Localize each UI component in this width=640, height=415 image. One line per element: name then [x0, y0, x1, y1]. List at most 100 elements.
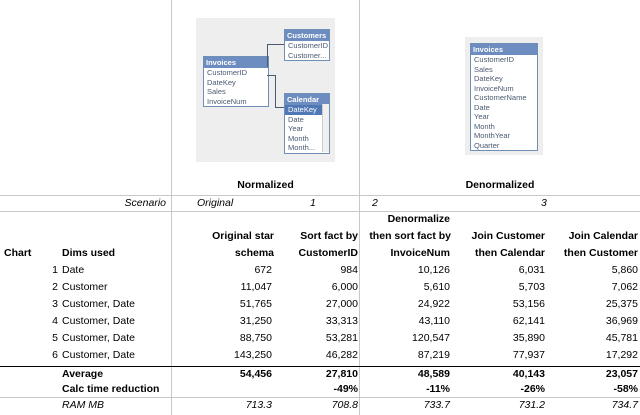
header-col3-line1: Denormalize	[387, 213, 450, 225]
table-cell: 36,969	[605, 315, 638, 327]
header-col5-line2: then Customer	[563, 247, 638, 259]
scenario-label: Scenario	[124, 197, 166, 209]
group-denormalized: Denormalized	[465, 179, 535, 191]
table-cell: 17,292	[605, 349, 638, 361]
table-field: Customer...	[288, 50, 327, 60]
table-cell: 143,250	[234, 349, 272, 361]
table-cell: 53,156	[512, 298, 545, 310]
table-cell: 87,219	[417, 349, 450, 361]
table-field: InvoiceNum	[207, 96, 247, 106]
table-cell: 120,547	[412, 332, 450, 344]
denormalized-invoices-table: Invoices CustomerID Sales DateKey Invoic…	[470, 43, 538, 151]
table-cell: 5,703	[518, 281, 545, 293]
ram-value: 713.3	[245, 399, 272, 411]
table-field: Year	[288, 124, 304, 133]
table-field: Quarter	[474, 140, 500, 150]
table-title: Customers	[285, 30, 329, 41]
chart-number: 1	[52, 264, 58, 276]
table-cell: 5,610	[423, 281, 450, 293]
scenario-1: 1	[310, 197, 316, 209]
table-field: Month	[288, 133, 309, 143]
chart-number: 5	[52, 332, 58, 344]
table-field: CustomerName	[474, 93, 527, 102]
ram-value: 708.8	[331, 399, 358, 411]
header-dims: Dims used	[62, 247, 116, 259]
table-cell: 51,765	[239, 298, 272, 310]
header-col5-line1: Join Calendar	[568, 230, 638, 242]
normalized-calendar-table: Calendar DateKey Date Year Month Month..…	[284, 93, 330, 154]
table-cell: 35,890	[512, 332, 545, 344]
header-col2-line1: Sort fact by	[300, 230, 358, 242]
average-value: 54,456	[239, 368, 272, 380]
table-cell: 25,375	[605, 298, 638, 310]
table-field: Date	[474, 102, 490, 112]
calc-value: -11%	[426, 383, 450, 395]
table-field: Month	[474, 121, 495, 131]
table-cell: 46,282	[325, 349, 358, 361]
dims-used: Customer, Date	[62, 298, 135, 310]
header-col4-line1: Join Customer	[471, 230, 545, 242]
table-title: Invoices	[204, 57, 268, 68]
table-field: CustomerID	[207, 68, 248, 77]
scenario-2: 2	[372, 197, 378, 209]
table-cell: 43,110	[418, 315, 450, 327]
calc-value: -26%	[520, 383, 545, 395]
table-cell: 33,313	[325, 315, 358, 327]
header-col3-line3: InvoiceNum	[390, 247, 450, 259]
table-cell: 6,031	[518, 264, 545, 276]
table-cell: 10,126	[417, 264, 450, 276]
scenario-original: Original	[197, 197, 234, 209]
scrollbar[interactable]	[322, 104, 329, 152]
table-cell: 6,000	[331, 281, 358, 293]
average-value: 40,143	[512, 368, 545, 380]
table-cell: 11,047	[240, 281, 272, 293]
header-col3-line2: then sort fact by	[369, 230, 451, 242]
header-col2-line2: CustomerID	[298, 247, 358, 259]
header-col1-line2: schema	[234, 247, 274, 259]
table-field-selected: DateKey	[285, 105, 329, 115]
group-normalized: Normalized	[237, 179, 294, 191]
table-field: MonthYear	[474, 131, 510, 140]
table-field: InvoiceNum	[474, 83, 514, 93]
ram-value: 731.2	[518, 399, 545, 411]
chart-number: 2	[52, 281, 58, 293]
normalized-customers-table: Customers CustomerID Customer...	[284, 29, 330, 61]
table-cell: 672	[254, 264, 272, 276]
table-field: Year	[474, 112, 490, 121]
scenario-3: 3	[541, 197, 547, 209]
table-cell: 24,922	[417, 298, 450, 310]
table-cell: 62,141	[512, 315, 545, 327]
ram-value: 733.7	[423, 399, 450, 411]
ram-label: RAM MB	[62, 399, 104, 411]
normalized-invoices-table: Invoices CustomerID DateKey Sales Invoic…	[203, 56, 269, 107]
table-field: CustomerID	[474, 55, 515, 64]
calc-value: -49%	[333, 383, 358, 395]
header-col4-line2: then Calendar	[474, 247, 545, 259]
dims-used: Customer, Date	[62, 332, 135, 344]
table-cell: 45,781	[605, 332, 638, 344]
chart-number: 4	[52, 315, 58, 327]
table-cell: 984	[340, 264, 358, 276]
header-chart: Chart	[4, 247, 32, 259]
table-title: Invoices	[471, 44, 537, 55]
average-label: Average	[62, 368, 104, 380]
table-field: Sales	[207, 87, 226, 96]
relationship-line	[267, 44, 276, 67]
relationship-line	[275, 107, 284, 108]
chart-number: 6	[52, 349, 58, 361]
table-cell: 77,937	[512, 349, 545, 361]
relationship-line	[267, 75, 276, 108]
ram-value: 734.7	[611, 399, 638, 411]
table-title: Calendar	[285, 94, 329, 105]
table-cell: 7,062	[611, 281, 638, 293]
dims-used: Customer, Date	[62, 349, 135, 361]
dims-used: Customer	[62, 281, 108, 293]
table-field: Month...	[288, 143, 316, 152]
average-value: 48,589	[417, 368, 450, 380]
calc-label: Calc time reduction	[62, 383, 160, 395]
calc-value: -58%	[613, 383, 638, 395]
dims-used: Customer, Date	[62, 315, 135, 327]
table-cell: 88,750	[239, 332, 272, 344]
relationship-line	[275, 44, 284, 45]
table-field: Date	[288, 114, 304, 124]
